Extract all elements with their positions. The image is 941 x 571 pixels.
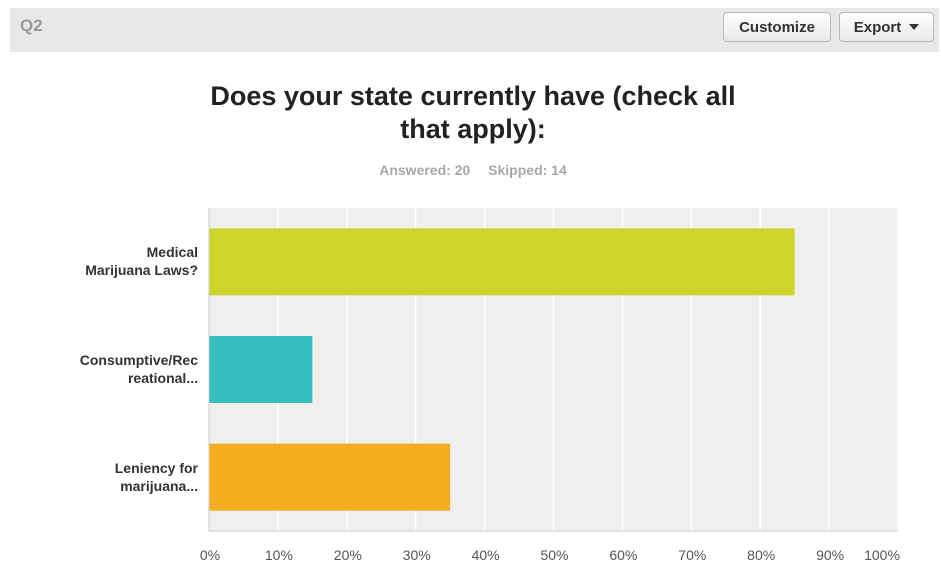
x-tick-label: 70% (678, 547, 706, 563)
chart-title-line-2: that apply): (400, 114, 546, 144)
x-tick-label: 40% (472, 547, 500, 563)
bar (209, 443, 451, 511)
customize-button-label: Customize (739, 18, 815, 36)
chart-title: Does your state currently have (check al… (173, 80, 773, 146)
x-tick-label: 100% (864, 547, 900, 563)
category-label-line: reational... (127, 370, 198, 386)
category-label-line: Marijuana Laws? (85, 262, 198, 278)
x-tick-label: 60% (609, 547, 637, 563)
chart-title-line-1: Does your state currently have (check al… (210, 81, 736, 111)
category-label-line: Consumptive/Rec (79, 352, 198, 368)
x-tick-label: 20% (334, 547, 362, 563)
x-tick-label: 90% (816, 547, 844, 563)
category-label-line: marijuana... (120, 478, 198, 494)
question-header-bar: Q2 Customize Export (10, 8, 939, 52)
bar (209, 336, 313, 403)
category-label-leniency: Leniency for marijuana... (28, 459, 198, 495)
category-label-line: Leniency for (114, 460, 198, 476)
x-tick-label: 10% (265, 547, 293, 563)
skipped-count: Skipped: 14 (488, 162, 567, 178)
export-button[interactable]: Export (839, 12, 934, 42)
x-tick-label: 50% (540, 547, 568, 563)
x-tick-label: 0% (200, 547, 220, 563)
export-button-label: Export (853, 18, 902, 36)
x-tick-label: 80% (747, 547, 775, 563)
answered-count: Answered: 20 (379, 162, 471, 178)
response-stats: Answered: 20 Skipped: 14 (0, 162, 941, 178)
category-label-recreational: Consumptive/Rec reational... (28, 351, 198, 387)
category-label-line: Medical (146, 244, 198, 260)
bar (209, 228, 795, 296)
customize-button[interactable]: Customize (723, 12, 831, 42)
chevron-down-icon (909, 24, 920, 30)
question-number: Q2 (20, 16, 43, 35)
category-label-medical: Medical Marijuana Laws? (28, 243, 198, 279)
x-tick-label: 30% (403, 547, 431, 563)
